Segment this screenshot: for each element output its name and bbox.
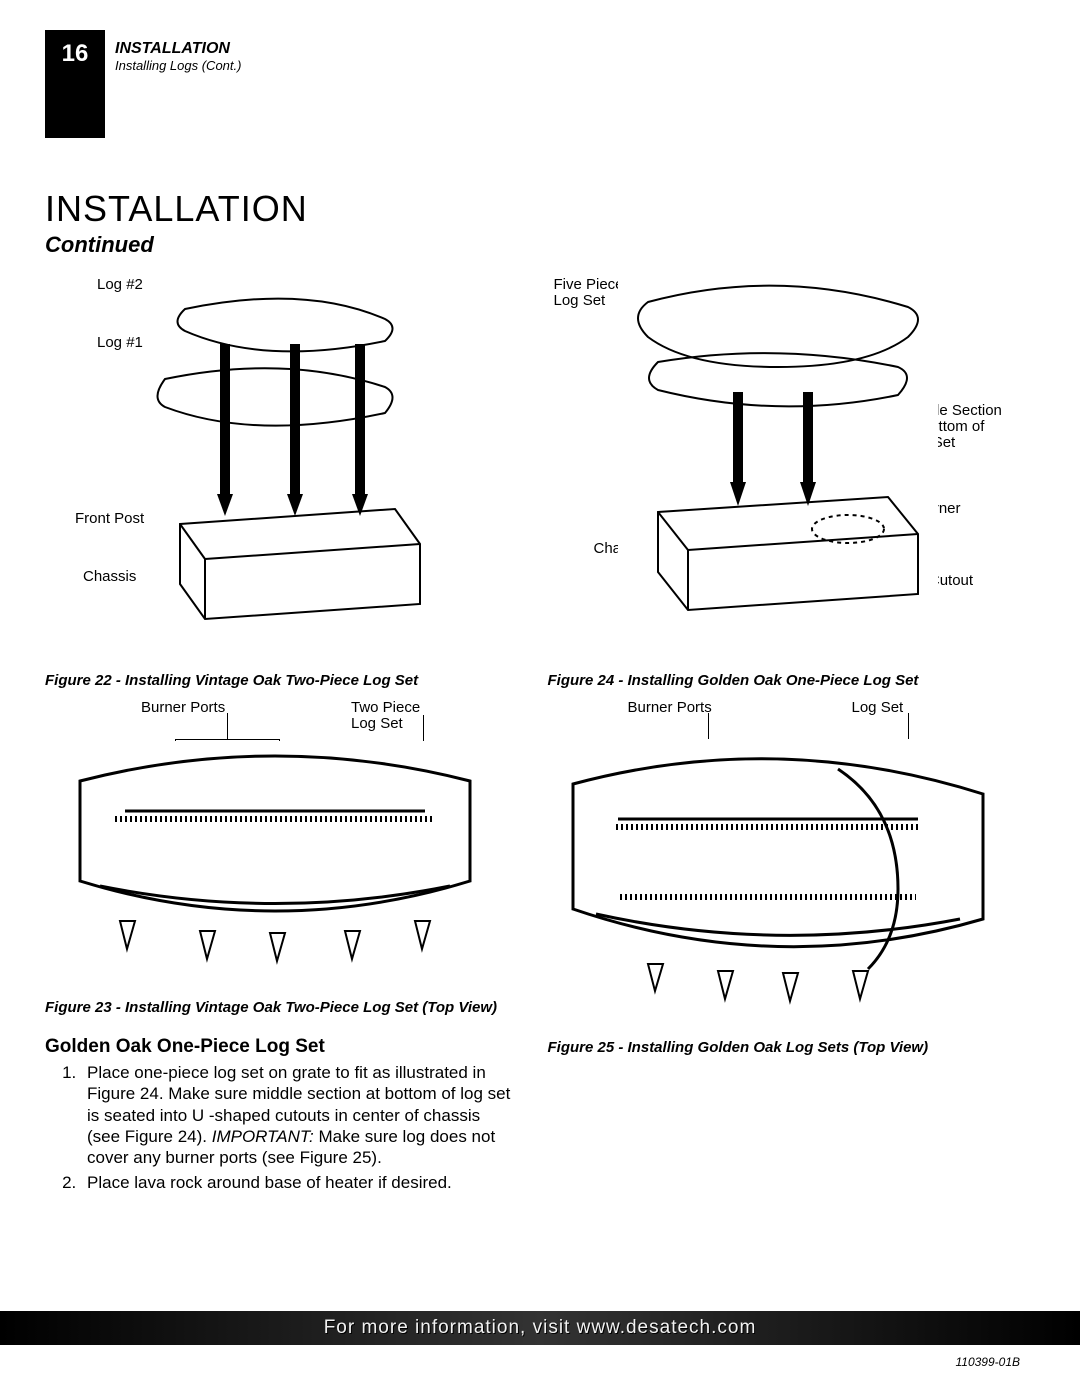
label-five-piece: Five Piece — [554, 276, 624, 293]
label-log-set-a: Log Set — [554, 292, 606, 309]
instruction-step: Place lava rock around base of heater if… — [81, 1172, 518, 1193]
figure-25-art — [558, 739, 998, 1019]
label-log2: Log #2 — [97, 276, 143, 293]
document-id: 110399-01B — [956, 1355, 1021, 1369]
figure-25-caption: Figure 25 - Installing Golden Oak Log Se… — [548, 1039, 1021, 1056]
figure-24-art — [618, 272, 938, 632]
continued-label: Continued — [45, 232, 1020, 258]
footer-text: For more information, visit www.desatech… — [324, 1317, 757, 1339]
section-heading: Golden Oak One-Piece Log Set — [45, 1036, 518, 1058]
figure-25: Burner Ports Log Set — [548, 699, 1021, 1029]
figure-23-caption: Figure 23 - Installing Vintage Oak Two-P… — [45, 999, 518, 1016]
label-two-piece: Two Piece — [351, 699, 420, 716]
figure-24-caption: Figure 24 - Installing Golden Oak One-Pi… — [548, 672, 1021, 689]
header-section: INSTALLATION — [115, 40, 241, 58]
figure-22: Log #2 Log #1 Front Post Chassis Rear Po… — [45, 272, 518, 662]
figure-22-caption: Figure 22 - Installing Vintage Oak Two-P… — [45, 672, 518, 689]
page-title: INSTALLATION — [45, 188, 1020, 230]
footer-bar: For more information, visit www.desatech… — [0, 1311, 1080, 1345]
figure-24: Five Piece Log Set Middle Section at Bot… — [548, 272, 1021, 662]
instruction-list: Place one-piece log set on grate to fit … — [45, 1062, 518, 1194]
instruction-step: Place one-piece log set on grate to fit … — [81, 1062, 518, 1168]
header-subtitle: Installing Logs (Cont.) — [115, 58, 241, 73]
label-log-set-f25: Log Set — [852, 699, 904, 716]
label-chassis-f22: Chassis — [83, 568, 136, 585]
figure-23-art — [65, 741, 485, 971]
figure-23: Burner Ports Two Piece Log Set — [45, 699, 518, 989]
label-log1: Log #1 — [97, 334, 143, 351]
label-log-set-f23: Log Set — [351, 715, 403, 732]
label-burner-ports-f23: Burner Ports — [141, 699, 225, 716]
figure-22-art — [145, 284, 445, 634]
page-number: 16 — [62, 40, 89, 68]
label-front-post: Front Post — [75, 510, 144, 527]
label-burner-ports-f25: Burner Ports — [628, 699, 712, 716]
page-number-block: 16 — [45, 30, 105, 138]
